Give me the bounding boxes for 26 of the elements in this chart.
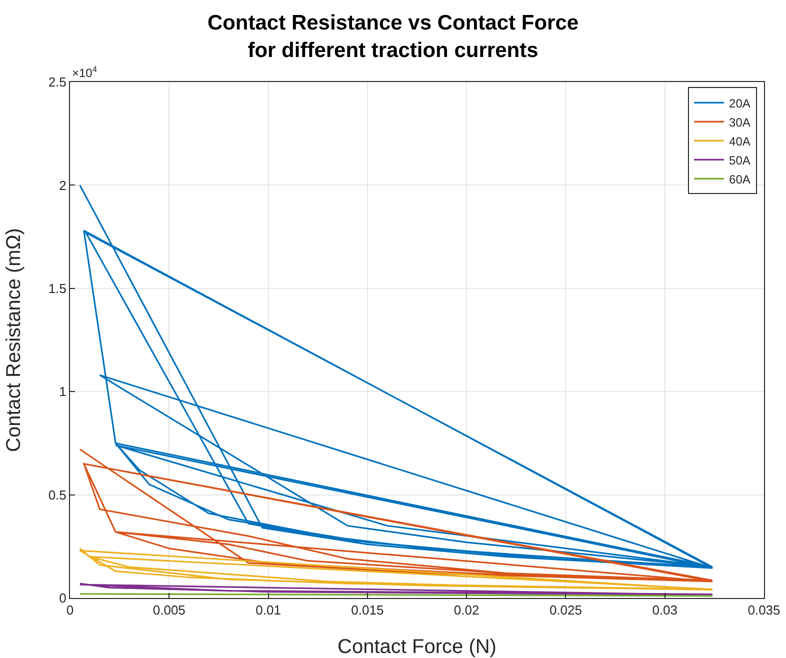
y-tick-label: 2.5 [48, 74, 66, 90]
legend-label: 30A [729, 115, 750, 130]
y-tick-label: 1 [59, 384, 66, 400]
y-tick-label: 0.5 [48, 487, 66, 502]
line-series [79, 582, 714, 596]
y-tick-label: 2 [59, 178, 66, 193]
legend-label: 60A [729, 172, 750, 186]
x-tick-label: 0.025 [549, 602, 582, 618]
legend-label: 20A [729, 96, 750, 110]
x-tick-label: 0.035 [748, 602, 780, 618]
line-series [79, 184, 714, 569]
y-axis-title: Contact Resistance (mΩ) [3, 228, 25, 452]
line-series [79, 548, 714, 591]
x-axis-title: Contact Force (N) [338, 636, 496, 658]
chart-title: Contact Resistance vs Contact Force for different traction currents [207, 12, 579, 62]
legend-label: 40A [729, 134, 750, 148]
x-tick-label: 0.01 [256, 602, 281, 618]
x-tick-label: 0.015 [351, 602, 384, 618]
y-tick-label: 1.5 [48, 280, 66, 296]
x-tick-label: 0.005 [152, 602, 186, 618]
x-tick-label: 0.03 [652, 602, 678, 618]
y-tick-label: 0 [59, 590, 66, 606]
line-series [79, 448, 714, 582]
text: ×10$^{4}$ [72, 64, 98, 80]
x-tick-label: 0.02 [454, 602, 480, 618]
legend-label: 50A [729, 153, 750, 168]
